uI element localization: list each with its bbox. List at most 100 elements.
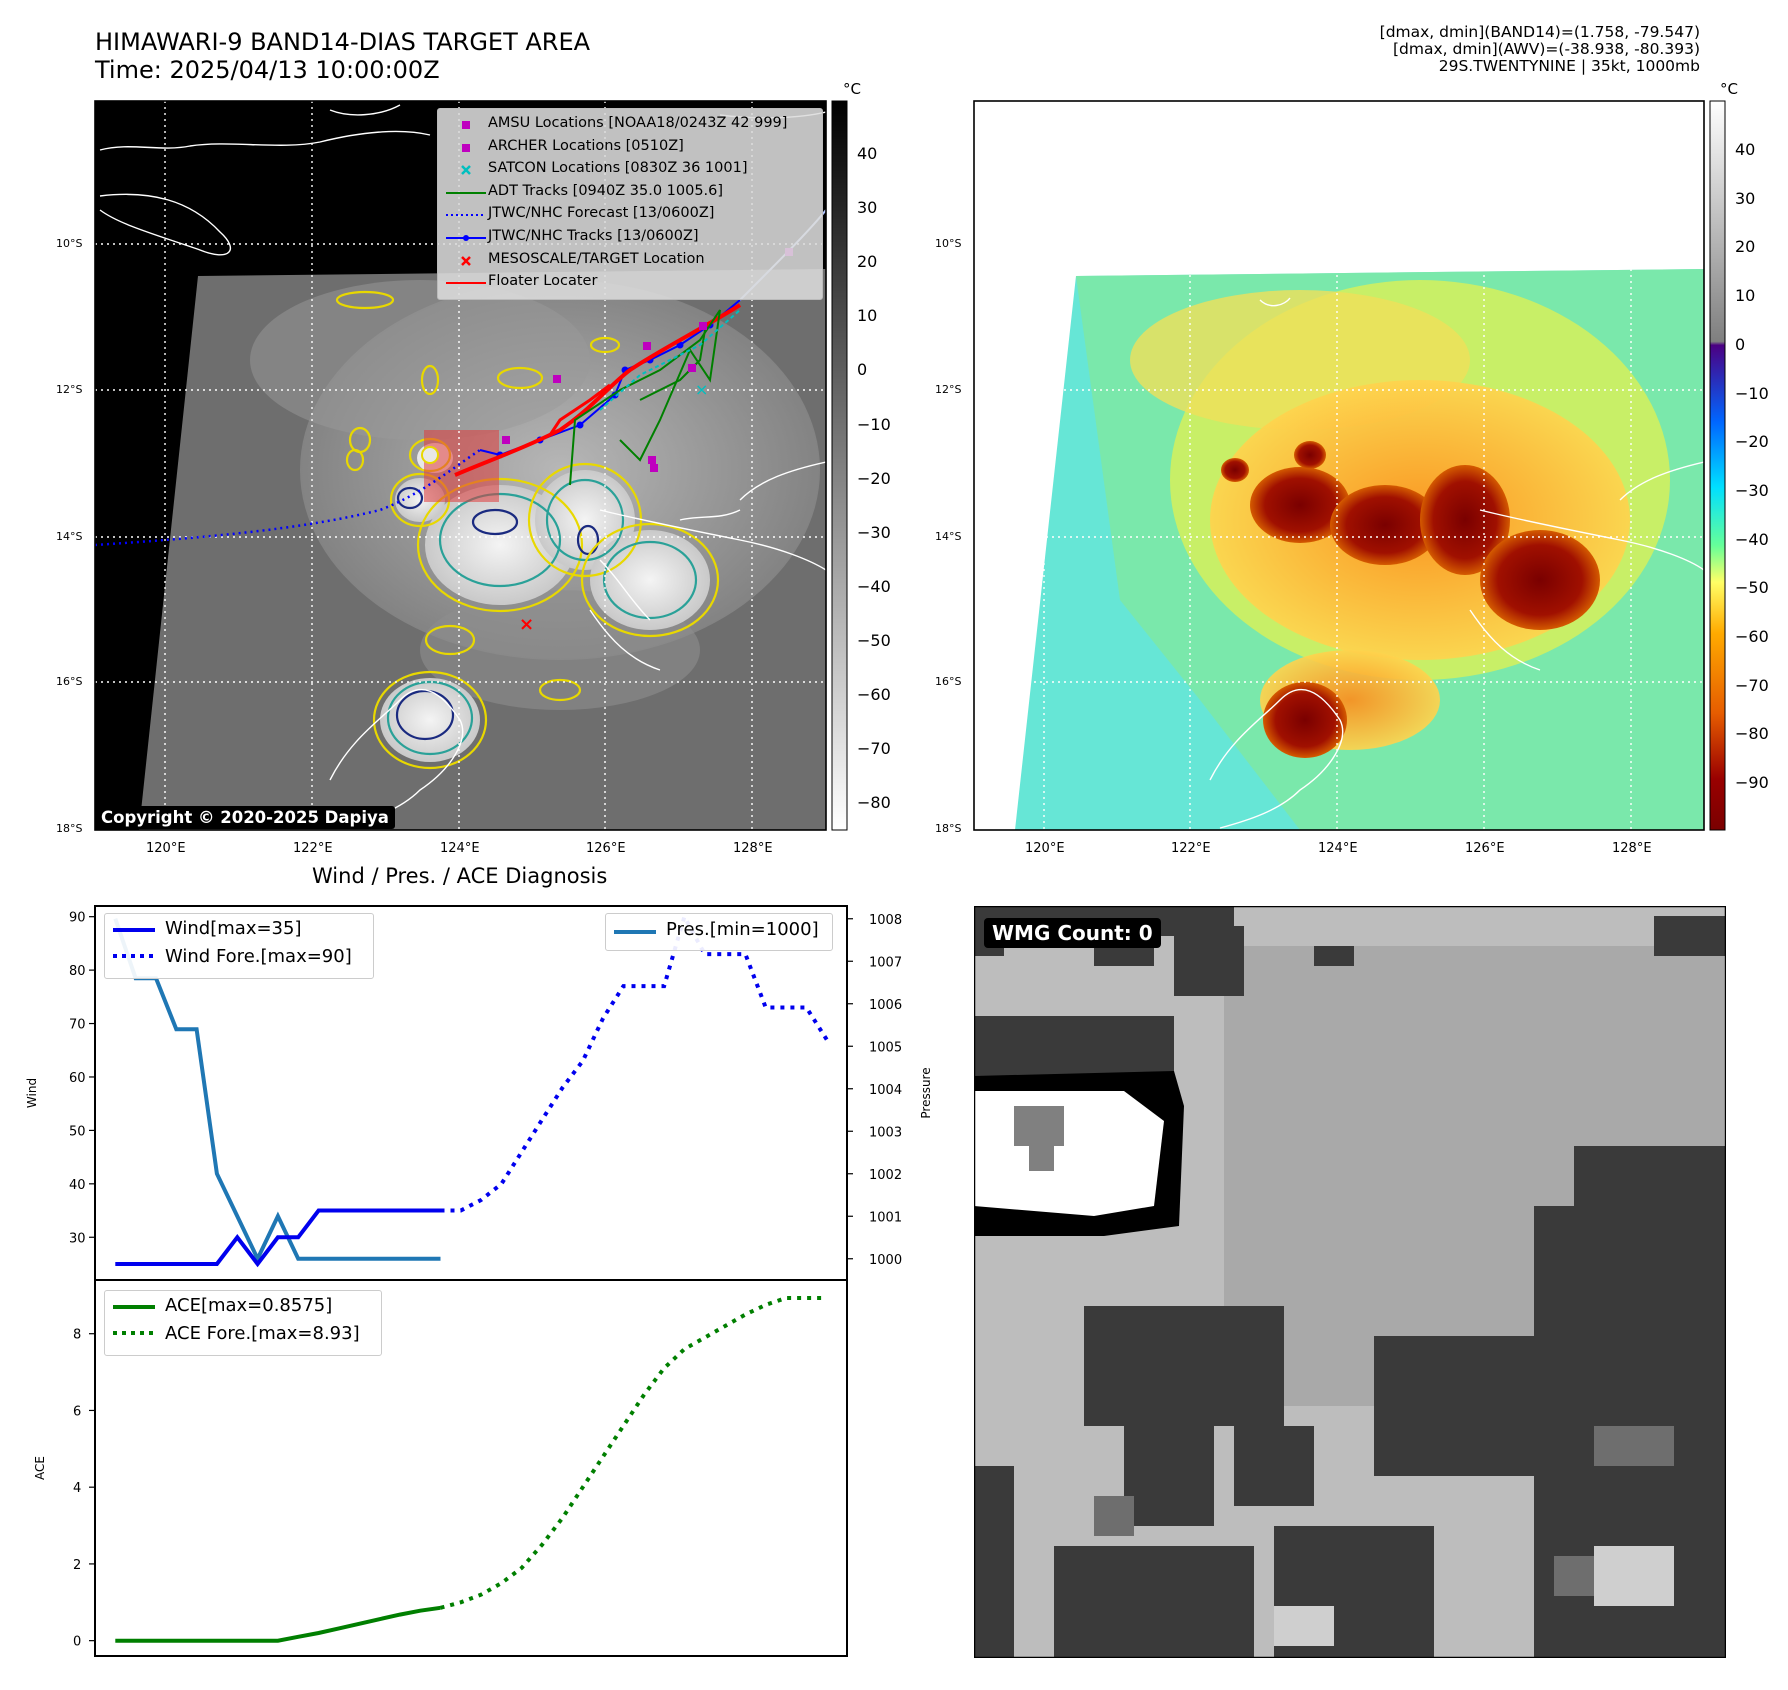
map-legend-label: Floater Locater <box>488 273 598 290</box>
wind-tick-label: 90 <box>69 911 86 926</box>
map-legend-label: ADT Tracks [0940Z 35.0 1005.6] <box>488 182 724 199</box>
wind-series-line <box>115 1208 441 1268</box>
colorbar-color-tick: −20 <box>1735 432 1769 452</box>
colorbar-gray-tick: −60 <box>857 685 891 704</box>
lat-tick: 12°S <box>56 383 83 396</box>
awv-image <box>974 101 1704 830</box>
lon-tick: 124°E <box>440 841 480 856</box>
pres-tick-label: 1007 <box>869 955 902 970</box>
map-legend-label: JTWC/NHC Forecast [13/0600Z] <box>488 205 715 222</box>
lon-tick: 122°E <box>293 841 333 856</box>
lat-tick: 16°S <box>56 675 83 688</box>
colorbar-gray-tick: 20 <box>857 252 878 272</box>
colorbar-color-tick: −30 <box>1735 480 1769 500</box>
map-legend-swatch <box>461 255 471 266</box>
lon-tick: 128°E <box>733 841 773 856</box>
pres-tick-label: 1002 <box>869 1168 902 1183</box>
wind-tick-label: 60 <box>69 1071 86 1086</box>
ace-legend-label: ACE[max=0.8575] <box>165 1295 333 1316</box>
colorbar-color-tick: 0 <box>1735 334 1746 354</box>
map-legend-label: JTWC/NHC Tracks [13/0600Z] <box>488 228 699 244</box>
colorbar-color-tick: −50 <box>1735 578 1769 598</box>
pres-tick-label: 1006 <box>869 998 902 1013</box>
pres-tick-label: 1001 <box>869 1210 902 1225</box>
pres-tick-label: 1000 <box>869 1253 902 1268</box>
ace-legend: ACE[max=0.8575] ACE Fore.[max=8.93] <box>104 1290 382 1356</box>
copyright-badge: Copyright © 2020-2025 Dapiya <box>95 806 395 829</box>
map-legend-swatch <box>446 282 486 285</box>
lon-tick: 120°E <box>146 841 186 856</box>
map-legend-dot <box>463 235 469 241</box>
info-block: [dmax, dmin](BAND14)=(1.758, -79.547) [d… <box>1380 24 1700 75</box>
wind-legend-label: Wind[max=35] <box>165 918 302 939</box>
lat-tick: 12°S <box>935 383 962 396</box>
ace-series-line <box>115 1605 441 1643</box>
ace-axis-label: ACE <box>33 1456 47 1480</box>
pres-tick-label: 1005 <box>869 1040 902 1055</box>
wind-series-line <box>440 911 829 1213</box>
colorbar-color-tick: −40 <box>1735 529 1769 549</box>
ace-tick-label: 8 <box>73 1328 81 1343</box>
pres-tick-label: 1003 <box>869 1125 902 1140</box>
colorbar-color-tick: 10 <box>1735 286 1756 306</box>
diagnosis-title: Wind / Pres. / ACE Diagnosis <box>312 864 608 888</box>
colorbar-color-tick: −10 <box>1735 383 1769 403</box>
lat-tick: 14°S <box>56 530 83 543</box>
info-band14-range: [dmax, dmin](BAND14)=(1.758, -79.547) <box>1379 23 1700 41</box>
colorbar-gray-tick: −30 <box>857 522 891 542</box>
map-legend-label: MESOSCALE/TARGET Location <box>488 250 705 267</box>
colorbar-color-tick: −80 <box>1735 724 1769 744</box>
map-legend-marker <box>462 143 470 152</box>
colorbar-color-tick: −90 <box>1735 773 1769 793</box>
colorbar-gray-tick: 0 <box>857 360 868 380</box>
info-awv-range: [dmax, dmin](AWV)=(-38.938, -80.393) <box>1393 40 1700 58</box>
pres-tick-label: 1008 <box>869 913 902 928</box>
svg-text:×: × <box>695 380 708 399</box>
colorbar-gray-tick: 10 <box>857 306 878 326</box>
colorbar-gray-tick: 30 <box>857 198 878 218</box>
lon-tick: 126°E <box>1465 841 1505 856</box>
wmg-count-badge: WMG Count: 0 <box>984 918 1161 948</box>
colorbar-gray-unit: °C <box>843 80 861 98</box>
diagnosis-chart: 3040506070809010001001100210031004100510… <box>25 905 933 1657</box>
ace-tick-label: 4 <box>73 1481 81 1496</box>
map-legend-label: SATCON Locations [0830Z 36 1001] <box>488 160 748 177</box>
ace-fore-legend-label: ACE Fore.[max=8.93] <box>165 1323 360 1344</box>
map-legend-marker <box>461 255 471 266</box>
wind-tick-label: 40 <box>69 1178 86 1193</box>
wind-tick-label: 50 <box>69 1124 86 1139</box>
figure-title: HIMAWARI-9 BAND14-DIAS TARGET AREA <box>95 28 591 56</box>
map-legend-swatch <box>446 235 486 241</box>
pres-axis-label: Pressure <box>919 1067 933 1118</box>
lat-tick: 18°S <box>56 822 83 835</box>
band14-image: × × <box>95 101 826 830</box>
colorbar-gray-tick: −70 <box>857 739 891 759</box>
colorbar-color-tick: 30 <box>1735 188 1756 208</box>
map-legend-swatch <box>461 165 471 176</box>
lat-tick: 14°S <box>935 530 962 543</box>
colorbar-color-tick: 20 <box>1735 237 1756 257</box>
colorbar-gray-tick: −40 <box>857 576 891 596</box>
pres-tick-label: 1004 <box>869 1083 902 1098</box>
colorbar-color-unit: °C <box>1720 80 1738 98</box>
colorbar-color-tick: −70 <box>1735 675 1769 695</box>
ace-tick-label: 6 <box>73 1404 81 1419</box>
map-legend-swatch <box>446 214 486 217</box>
pres-legend-label: Pres.[min=1000] <box>666 919 819 940</box>
colorbar-gray-tick: −80 <box>857 793 891 813</box>
map-legend-marker <box>462 121 470 129</box>
colorbar-gray-tick: −20 <box>857 468 891 488</box>
map-legend-marker <box>461 165 471 176</box>
lon-tick: 124°E <box>1318 841 1358 856</box>
svg-text:×: × <box>519 614 534 635</box>
lon-tick: 126°E <box>586 841 626 856</box>
map-legend-swatch <box>462 121 470 129</box>
ace-series-line <box>439 1296 827 1610</box>
lon-tick: 128°E <box>1612 841 1652 856</box>
wind-axis-label: Wind <box>25 1078 39 1108</box>
lat-tick: 18°S <box>935 822 962 835</box>
wind-tick-label: 80 <box>69 964 86 979</box>
lat-tick: 10°S <box>935 237 962 250</box>
wind-tick-label: 30 <box>69 1231 86 1246</box>
colorbar-color-tick: −60 <box>1735 627 1769 646</box>
